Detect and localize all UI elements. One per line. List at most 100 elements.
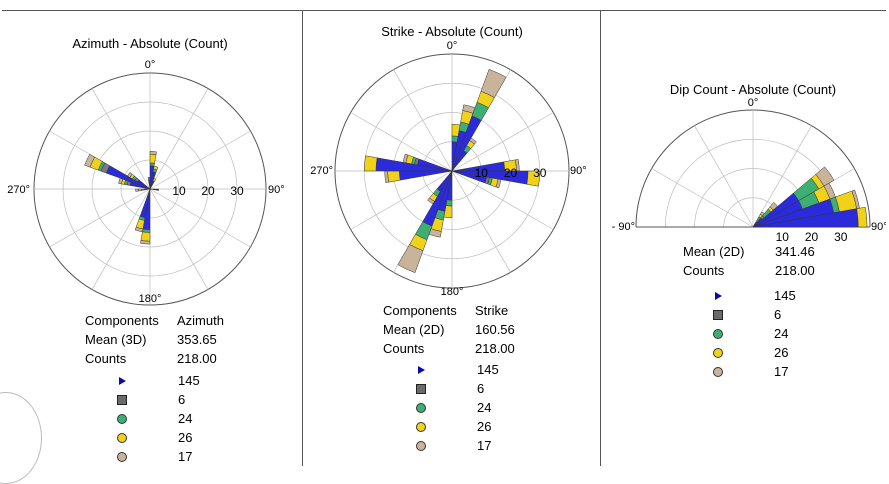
rose-bar-segment bbox=[152, 177, 157, 182]
angle-label: 90° bbox=[268, 184, 285, 196]
rose-bar-segment bbox=[495, 178, 502, 189]
legend-symbol bbox=[102, 376, 142, 385]
circle-marker-icon bbox=[713, 328, 723, 339]
radial-tick-label: 20 bbox=[805, 230, 819, 241]
legend-count: 17 bbox=[774, 364, 789, 379]
grid-spoke bbox=[149, 130, 251, 190]
stats-row: Mean (3D) 353.65 bbox=[85, 330, 224, 349]
stats-label: Components bbox=[85, 313, 159, 328]
legend-count: 24 bbox=[774, 326, 789, 341]
rose-bar-segment bbox=[84, 153, 96, 168]
circle-marker-icon bbox=[416, 402, 426, 413]
radial-tick-label: 30 bbox=[230, 184, 244, 198]
panel-divider bbox=[302, 10, 303, 466]
circle-marker-icon bbox=[713, 347, 723, 358]
legend-count: 24 bbox=[178, 411, 193, 426]
legend-item: 26 bbox=[698, 343, 796, 362]
stats-label: Mean (2D) bbox=[383, 322, 445, 337]
legend-symbol bbox=[698, 366, 738, 377]
circle-marker-icon bbox=[117, 451, 127, 462]
stats-row: Components Strike bbox=[383, 301, 515, 320]
stats-value: Azimuth bbox=[177, 313, 224, 328]
legend-count: 6 bbox=[178, 392, 186, 407]
angle-label: 0° bbox=[145, 59, 156, 71]
grid-spoke bbox=[350, 170, 453, 230]
grid-spoke bbox=[149, 188, 209, 290]
legend-symbol bbox=[698, 328, 738, 339]
angle-label: 180° bbox=[139, 293, 162, 305]
rose-bar-segment bbox=[469, 137, 477, 145]
rose-bars bbox=[752, 166, 868, 228]
stats-label: Counts bbox=[683, 263, 725, 278]
radial-tick-label: 10 bbox=[776, 230, 790, 241]
legend-symbol bbox=[401, 365, 441, 374]
rose-bar-segment bbox=[134, 226, 144, 233]
circle-marker-icon bbox=[117, 432, 127, 443]
panel-divider bbox=[600, 10, 601, 466]
legend-item: 26 bbox=[401, 417, 499, 436]
legend-item: 17 bbox=[102, 447, 200, 466]
square-marker-icon bbox=[117, 394, 127, 405]
chart-title: Dip Count - Absolute (Count) bbox=[670, 82, 836, 97]
triangle-marker-icon bbox=[118, 376, 126, 385]
legend-count: 17 bbox=[477, 438, 492, 453]
angle-label: 270° bbox=[310, 165, 333, 177]
chart-title: Azimuth - Absolute (Count) bbox=[72, 36, 227, 51]
chart-title: Strike - Absolute (Count) bbox=[381, 24, 523, 39]
rose-bar-segment bbox=[480, 68, 507, 98]
legend-symbol bbox=[401, 421, 441, 432]
radial-tick-label: 30 bbox=[834, 230, 848, 241]
azimuth-stats: Components Azimuth Mean (3D) 353.65 Counts… bbox=[85, 311, 224, 368]
legend-symbol bbox=[401, 383, 441, 394]
legend-count: 6 bbox=[477, 381, 485, 396]
circle-marker-icon bbox=[117, 413, 127, 424]
grid-spoke bbox=[91, 188, 151, 290]
rose-bar-segment bbox=[153, 165, 159, 171]
rose-bar-segment bbox=[397, 244, 424, 274]
rose-bar-segment bbox=[363, 155, 378, 172]
legend-count: 6 bbox=[774, 307, 782, 322]
grid-spoke bbox=[694, 125, 754, 228]
dip-rose-chart: Dip Count - Absolute (Count) 10 20 30 0° 90° -… bbox=[612, 82, 888, 244]
radial-tick-label: 20 bbox=[504, 166, 518, 180]
legend-count: 145 bbox=[477, 362, 499, 377]
legend-count: 26 bbox=[774, 345, 789, 360]
stats-row: Counts 218.00 bbox=[85, 349, 224, 368]
legend-count: 17 bbox=[178, 449, 193, 464]
legend-item: 24 bbox=[698, 324, 796, 343]
stats-row: Mean (2D) 341.46 bbox=[683, 242, 815, 261]
dip-legend: 145 6 24 26 17 bbox=[698, 286, 796, 381]
legend-item: 6 bbox=[698, 305, 796, 324]
grid-spoke bbox=[91, 88, 151, 190]
grid-spoke bbox=[752, 125, 812, 228]
legend-symbol bbox=[102, 413, 142, 424]
grid-spoke bbox=[451, 112, 554, 172]
rose-bar-segment bbox=[138, 188, 142, 192]
legend-item: 17 bbox=[698, 362, 796, 381]
stats-value: 218.00 bbox=[177, 351, 217, 366]
square-marker-icon bbox=[416, 383, 426, 394]
dip-panel: Dip Count - Absolute (Count) 10 20 30 0° 90° -… bbox=[601, 11, 888, 466]
legend-item: 6 bbox=[102, 390, 200, 409]
grid-spoke bbox=[393, 69, 453, 172]
stats-value: 218.00 bbox=[475, 341, 515, 356]
stats-value: 160.56 bbox=[475, 322, 515, 337]
strike-panel: Strike - Absolute (Count) 10 20 30 0° 90° 180°… bbox=[303, 11, 600, 466]
stats-value: 218.00 bbox=[775, 263, 815, 278]
grid-spoke bbox=[451, 170, 511, 273]
radial-tick-label: 10 bbox=[172, 184, 186, 198]
stats-row: Counts 218.00 bbox=[683, 261, 815, 280]
rose-bar-segment bbox=[147, 177, 151, 181]
rose-bar-segment bbox=[140, 240, 151, 245]
rose-bar-segment bbox=[427, 197, 435, 205]
legend-symbol bbox=[401, 440, 441, 451]
legend-item: 6 bbox=[401, 379, 499, 398]
legend-symbol bbox=[102, 432, 142, 443]
grid-spoke bbox=[451, 170, 554, 230]
legend-count: 145 bbox=[774, 288, 796, 303]
stats-row: Components Azimuth bbox=[85, 311, 224, 330]
legend-symbol bbox=[102, 451, 142, 462]
legend-symbol bbox=[102, 394, 142, 405]
dip-stats: Mean (2D) 341.46 Counts 218.00 bbox=[683, 242, 815, 280]
rose-bar-segment bbox=[135, 188, 139, 192]
